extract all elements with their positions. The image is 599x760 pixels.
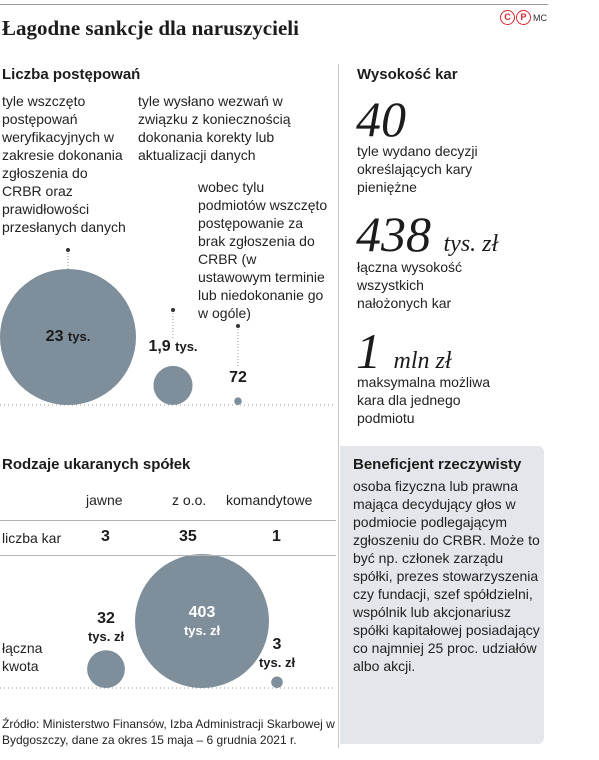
bubble-label-companies-0: 32 tys. zł (87, 610, 125, 645)
top-rule (0, 4, 548, 5)
table-rule-bottom (0, 555, 336, 556)
proceedings-annotation-1: tyle wszczęto postępowań weryfikacyjnych… (2, 93, 126, 235)
bubble-proceedings-0 (0, 269, 136, 405)
bubble-label-proceedings-1: 1,9 tys. (148, 337, 198, 355)
author-mark: MC (533, 13, 547, 23)
bubble-label-companies-1: 403 tys. zł (183, 604, 221, 638)
leader-dot-2 (236, 324, 240, 328)
proceedings-heading: Liczba postępowań (2, 66, 141, 83)
count-jawne: 3 (101, 528, 110, 545)
penalties-heading: Wysokość kar (357, 66, 458, 83)
count-komandytowe: 1 (272, 528, 281, 545)
row-label-amount: łączna kwota (2, 640, 43, 674)
bubble-companies-1 (135, 554, 269, 688)
column-header-jawne: jawne (86, 492, 123, 508)
row-label-count: liczba kar (2, 530, 62, 546)
penalty-count-value: 40 (356, 91, 406, 147)
companies-heading: Rodzaje ukaranych spółek (2, 456, 191, 473)
leader-dot-0 (66, 248, 70, 252)
column-header-komandytowe: komandytowe (226, 492, 313, 508)
bubble-proceedings-2 (234, 397, 242, 405)
bubble-label-companies-2: 3 tys. zł (258, 636, 296, 671)
count-zoo: 35 (179, 528, 197, 545)
penalty-total-desc: łączna wysokość wszystkich nałożonych ka… (357, 259, 463, 311)
table-rule-top (0, 520, 336, 521)
penalty-count-desc: tyle wydano decyzji określających kary p… (357, 143, 478, 195)
source-note: Źródło: Ministerstwo Finansów, Izba Admi… (2, 717, 335, 747)
leader-dot-1 (171, 308, 175, 312)
proceedings-annotation-2: tyle wysłano wezwań w związku z konieczn… (138, 93, 291, 163)
copyright-p-icon: P (516, 10, 531, 25)
penalty-max-desc: maksymalna możliwa kara dla jednego podm… (357, 374, 491, 426)
column-divider (338, 64, 339, 748)
proceedings-annotation-3: wobec tylu podmiotów wszczęto postępowan… (198, 179, 328, 321)
page-title: Łagodne sankcje dla naruszycieli (2, 16, 299, 40)
bubble-label-proceedings-2: 72 (229, 369, 247, 387)
bubble-label-proceedings-0: 23 tys. (45, 328, 91, 345)
beneficiary-text: osoba fizyczna lub prawna mająca decyduj… (353, 478, 540, 674)
beneficiary-panel (340, 446, 544, 744)
penalty-max-unit: mln zł (393, 348, 452, 374)
penalty-total-value: 438 tys. zł (356, 206, 499, 262)
beneficiary-heading: Beneficjent rzeczywisty (353, 456, 522, 473)
bubble-companies-2 (271, 676, 283, 688)
bubble-companies-0 (87, 650, 125, 688)
penalty-max-value: 1 mln zł (356, 323, 452, 379)
copyright-c-icon: C (500, 10, 515, 25)
penalty-total-unit: tys. zł (443, 231, 499, 257)
bubble-proceedings-1 (153, 365, 193, 405)
column-header-zoo: z o.o. (172, 492, 207, 508)
